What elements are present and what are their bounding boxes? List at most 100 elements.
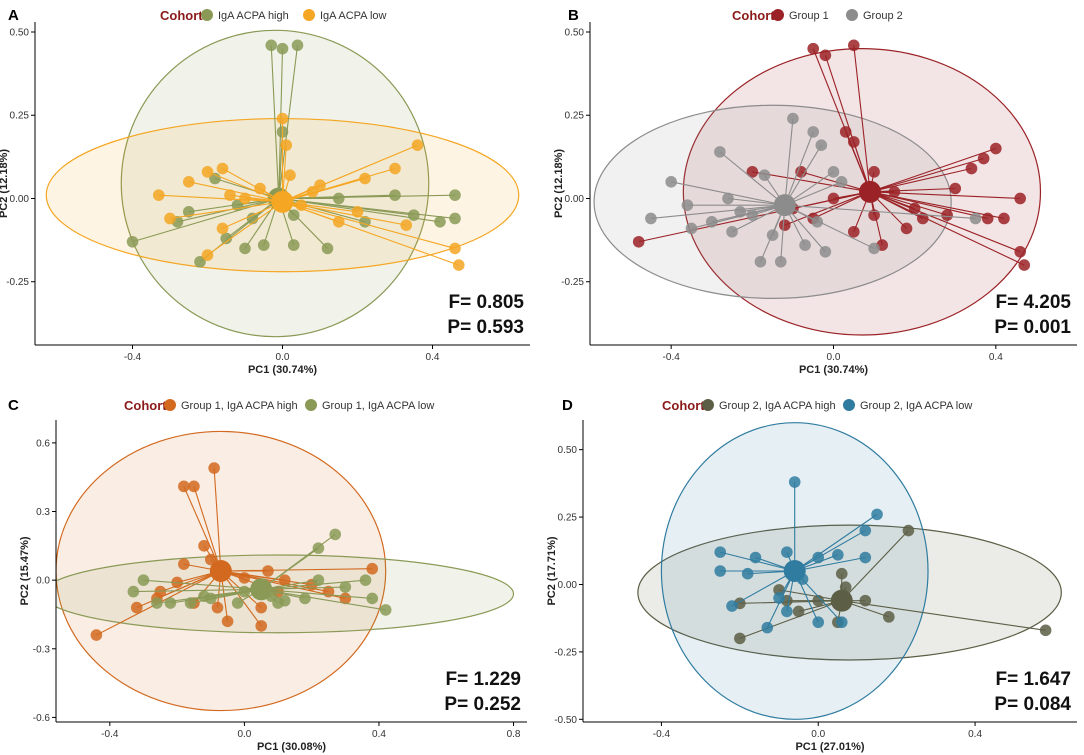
f-statistic: F= 0.805 [448, 292, 524, 313]
data-point [198, 540, 210, 552]
data-point [781, 605, 793, 618]
centroid-point [250, 578, 273, 601]
data-point [137, 574, 150, 586]
data-point [734, 632, 746, 645]
legend-title: Cohort [160, 8, 203, 23]
spoke-line [270, 45, 280, 199]
spoke-line [188, 181, 283, 203]
panel-letter: D [562, 397, 573, 414]
data-point [287, 209, 300, 221]
y-tick-label: 0.50 [558, 445, 578, 456]
y-tick-label: 0.25 [565, 111, 585, 122]
data-point [832, 549, 844, 561]
spoke-line [260, 547, 319, 590]
data-point [888, 186, 901, 198]
centroid-point [271, 190, 294, 213]
data-point [449, 212, 461, 225]
spoke-line [869, 191, 1021, 253]
data-point [990, 142, 1002, 155]
y-axis-title: PC2 (12.18%) [553, 149, 565, 218]
spoke-line [794, 530, 866, 572]
y-tick-label: 0.25 [558, 513, 578, 524]
data-point [238, 572, 251, 584]
x-tick-label: 0.0 [811, 729, 825, 740]
x-tick-label: 0.4 [989, 352, 1003, 363]
data-point [287, 239, 300, 251]
data-point [749, 551, 762, 564]
data-point [726, 600, 738, 612]
data-point [184, 597, 197, 609]
data-point [278, 594, 291, 607]
y-tick-label: 0.50 [565, 27, 585, 38]
x-tick-label: -0.4 [653, 729, 671, 740]
data-point [685, 222, 698, 235]
data-point [754, 255, 767, 268]
panel-letter: C [8, 397, 19, 414]
data-point [306, 186, 319, 198]
data-point [819, 49, 832, 62]
data-point [827, 192, 840, 205]
panel-a: -0.4 0.0 0.4 0.50 0.25 0.00 -0.25 PC1 (30.74%) P… [0, 7, 530, 376]
spoke-line [869, 148, 997, 193]
data-point [151, 597, 163, 609]
data-point [255, 620, 268, 632]
spoke-line [158, 194, 283, 203]
data-point [216, 222, 229, 235]
data-point [812, 551, 825, 564]
data-point [329, 528, 342, 541]
y-axis-title: PC2 (15.47%) [19, 536, 31, 605]
f-statistic: F= 1.229 [445, 669, 521, 690]
data-point [714, 546, 727, 558]
data-point [758, 169, 771, 181]
y-tick-label: -0.3 [33, 644, 51, 655]
data-point [321, 242, 334, 255]
y-axis-title: PC2 (17.71%) [546, 536, 558, 605]
legend-swatch [843, 399, 855, 411]
p-value: P= 0.593 [447, 317, 524, 338]
data-point [998, 212, 1010, 225]
spoke-line [261, 588, 386, 611]
data-point [773, 592, 785, 604]
data-point [883, 611, 895, 623]
f-statistic: F= 1.647 [995, 669, 1071, 690]
y-axis-title: PC2 (12.18%) [0, 149, 10, 218]
legend-swatch [772, 9, 784, 21]
data-point [705, 215, 718, 228]
data-point [164, 597, 177, 609]
spoke-line [278, 197, 456, 220]
data-point [278, 574, 291, 586]
data-point [681, 199, 694, 211]
data-point [839, 126, 852, 138]
centroid-point [209, 560, 232, 582]
spoke-line [282, 201, 459, 266]
data-point [178, 480, 190, 493]
data-point [449, 189, 461, 201]
data-point [916, 212, 929, 225]
data-point [726, 225, 738, 238]
legend: Cohort Group 2, IgA ACPA high Group 2, IgA… [662, 398, 972, 413]
data-point [965, 162, 978, 175]
panel-d: -0.4 0.0 0.4 0.50 0.25 0.00 -0.25 -0.50 PC1 (27.… [546, 397, 1077, 753]
y-tick-label: 0.00 [558, 580, 578, 591]
data-point [299, 592, 311, 605]
data-point [359, 574, 372, 586]
data-point [746, 209, 759, 221]
spoke-line [282, 144, 418, 203]
y-tick-label: -0.50 [554, 715, 577, 726]
data-point [807, 42, 820, 55]
data-point [90, 629, 103, 641]
data-point [827, 166, 840, 178]
data-point [339, 581, 352, 593]
legend-swatch [303, 9, 315, 21]
data-point [238, 585, 251, 598]
spoke-line [282, 201, 456, 249]
x-axis-title: PC1 (30.74%) [799, 364, 868, 376]
data-point [859, 524, 872, 537]
data-point [835, 176, 848, 188]
data-point [815, 139, 828, 152]
data-point [211, 601, 224, 614]
x-tick-label: 0.0 [237, 729, 251, 740]
legend-label: Group 2, IgA ACPA high [719, 400, 836, 412]
spoke-line [278, 194, 456, 200]
y-tick-label: 0.00 [565, 194, 585, 205]
